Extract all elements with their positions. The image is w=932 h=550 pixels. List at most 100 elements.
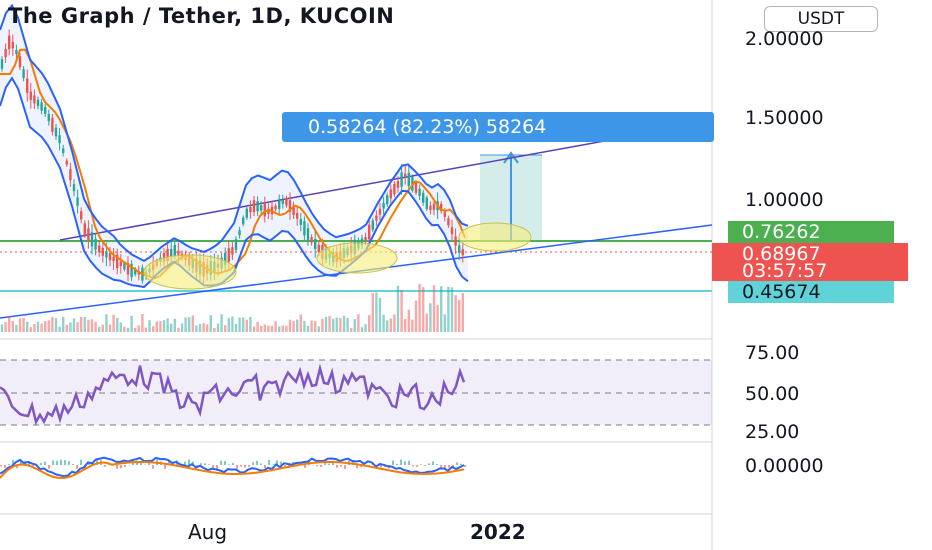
volume-bar (166, 318, 169, 332)
volume-bar (83, 316, 86, 332)
candle-body (440, 203, 443, 211)
macd-tick-0: 0.00000 (745, 455, 824, 477)
volume-bar (209, 315, 212, 332)
volume-bar (155, 321, 158, 332)
volume-bar (317, 326, 320, 332)
macd-histogram-bar (460, 463, 462, 465)
macd-histogram-bar (252, 462, 254, 465)
candle-body (249, 207, 252, 213)
candle-body (238, 230, 241, 236)
volume-bar (458, 300, 461, 332)
candle-body (29, 91, 32, 100)
candle-body (87, 228, 90, 241)
volume-bar (98, 326, 101, 332)
macd-histogram-bar (420, 464, 422, 465)
volume-bar (231, 316, 234, 332)
bollinger-fill (0, 5, 468, 287)
volume-bar (11, 321, 14, 332)
macd-histogram-bar (196, 465, 198, 467)
volume-bar (278, 326, 281, 332)
candle-body (83, 223, 86, 236)
candle-body (400, 172, 403, 187)
volume-bar (101, 324, 104, 332)
candle-body (36, 99, 40, 107)
volume-bar (357, 314, 360, 332)
macd-histogram-bar (64, 460, 66, 465)
volume-bar (281, 325, 284, 332)
candle-body (418, 188, 421, 197)
candle-body (177, 250, 180, 255)
candle-body (378, 208, 382, 215)
volume-bar (350, 327, 353, 332)
bollinger-upper-band (0, 3, 469, 263)
upper-level-tag: 0.76262 (728, 221, 894, 243)
currency-button[interactable]: USDT (764, 6, 878, 32)
volume-bar (332, 318, 335, 332)
volume-bar (429, 303, 432, 332)
volume-bar (425, 313, 428, 332)
time-label-aug: Aug (188, 520, 228, 544)
macd-histogram-bar (148, 463, 150, 465)
candle-body (296, 212, 299, 219)
candle-body (231, 247, 234, 255)
macd-histogram-bar (284, 465, 286, 467)
volume-bar (130, 315, 133, 332)
macd-histogram-bar (104, 465, 106, 467)
macd-histogram-bar (188, 459, 190, 465)
macd-histogram-bar (224, 461, 226, 465)
volume-bar (62, 316, 65, 332)
macd-histogram-bar (428, 463, 430, 465)
candle-body (288, 200, 292, 212)
candle-body (432, 203, 436, 210)
candle-body (4, 49, 7, 58)
macd-histogram-bar (120, 465, 122, 469)
highlight-zone-2 (316, 242, 398, 274)
macd-histogram-bar (208, 464, 210, 465)
volume-bar (436, 305, 439, 332)
volume-bar (242, 317, 245, 332)
volume-bar (324, 317, 328, 332)
candle-body (58, 135, 61, 144)
macd-histogram-bar (404, 461, 406, 465)
volume-bar (144, 327, 148, 332)
volume-bar (353, 319, 356, 332)
macd-histogram-bar (408, 460, 410, 465)
candle-body (54, 127, 58, 137)
volume-bar (213, 328, 216, 332)
volume-bar (33, 324, 36, 332)
macd-histogram-bar (220, 460, 222, 465)
macd-histogram-bar (440, 465, 442, 468)
measure-label[interactable]: 0.58264 (82.23%) 58264 (282, 112, 714, 142)
volume-bar (263, 324, 266, 332)
macd-histogram-bar (80, 459, 82, 465)
volume-bar (260, 325, 263, 332)
macd-histogram-bar (96, 459, 98, 465)
candle-body (62, 148, 65, 153)
volume-bar (26, 321, 29, 332)
last-price-value: 0.68967 (742, 243, 821, 265)
volume-bar (58, 326, 61, 332)
candle-body (242, 217, 245, 225)
candle-body (360, 238, 364, 246)
candle-body (47, 114, 50, 122)
candle-body (364, 237, 367, 241)
candle-body (227, 248, 230, 262)
price-tick-1-5: 1.50000 (745, 107, 824, 129)
candle-body (90, 232, 94, 247)
volume-bar (123, 326, 126, 332)
volume-bar (274, 321, 277, 332)
volume-bar (310, 320, 313, 332)
volume-bar (224, 325, 227, 332)
volume-bar (245, 319, 248, 332)
projection-arrowhead (503, 151, 519, 164)
candle-body (414, 182, 418, 193)
volume-bar (371, 293, 374, 332)
volume-bar (404, 319, 407, 332)
volume-bar (141, 314, 144, 332)
volume-bar (90, 319, 94, 332)
macd-histogram-bar (4, 465, 6, 468)
volume-bar (36, 321, 40, 332)
rsi-tick-75: 75.00 (745, 342, 800, 364)
